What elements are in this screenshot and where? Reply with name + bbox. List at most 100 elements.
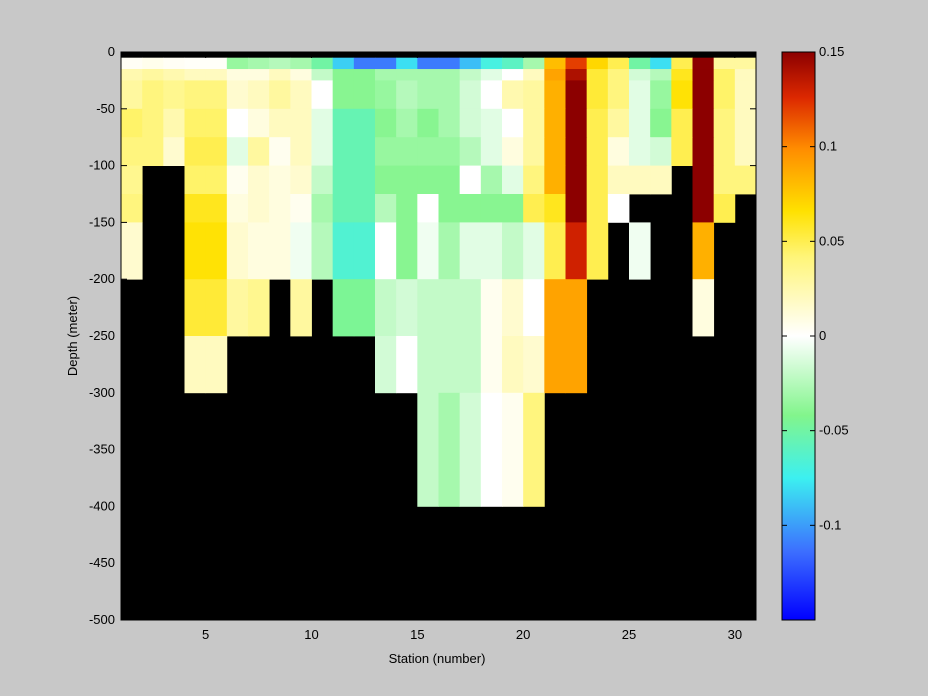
heatmap-cell (226, 108, 249, 138)
heatmap-cell (417, 80, 439, 110)
heatmap-cell (163, 57, 185, 70)
heatmap-cell (375, 194, 397, 223)
heatmap-cell (692, 222, 715, 280)
heatmap-cell (502, 108, 524, 138)
heatmap-cell (396, 165, 418, 195)
heatmap-cell (734, 69, 757, 81)
heatmap-cell (290, 69, 312, 81)
heatmap-cell (205, 336, 228, 394)
heatmap-cell (396, 194, 418, 223)
heatmap-cell (269, 108, 291, 138)
heatmap-cell (290, 222, 312, 280)
heatmap-cell (375, 80, 397, 110)
heatmap-cell (459, 165, 482, 195)
heatmap-cell (565, 57, 588, 70)
colorbar-tick-label: -0.1 (819, 517, 841, 532)
heatmap-cell (417, 279, 439, 337)
y-tick-label: -250 (89, 328, 115, 343)
heatmap-cell (544, 336, 566, 394)
heatmap-cell (734, 108, 757, 138)
heatmap-cell (184, 69, 207, 81)
heatmap-cell (121, 194, 143, 223)
heatmap-cell (311, 165, 334, 195)
heatmap-cell (480, 57, 503, 70)
x-axis-label: Station (number) (389, 651, 486, 666)
heatmap-cell (671, 57, 693, 70)
heatmap-cell (544, 279, 566, 337)
heatmap-cell (734, 57, 757, 70)
heatmap-cell (142, 69, 164, 81)
heatmap-cell (544, 165, 566, 195)
y-tick-label: -400 (89, 498, 115, 513)
heatmap-cell (713, 137, 736, 166)
x-tick-label: 15 (410, 627, 424, 642)
heatmap-cell (713, 57, 736, 70)
heatmap-cell (226, 57, 249, 70)
heatmap-cell (565, 279, 588, 337)
y-tick-label: -350 (89, 442, 115, 457)
heatmap-cell (459, 279, 482, 337)
heatmap-cell (544, 69, 566, 81)
x-tick-label: 30 (728, 627, 742, 642)
heatmap-cell (163, 69, 185, 81)
heatmap-cell (226, 194, 249, 223)
heatmap-cell (184, 57, 207, 70)
heatmap-cell (142, 108, 164, 138)
heatmap-cell (713, 108, 736, 138)
heatmap-cell (565, 137, 588, 166)
heatmap-cell (290, 108, 312, 138)
heatmap-cell (629, 69, 651, 81)
heatmap-cell (226, 80, 249, 110)
heatmap-cell (353, 194, 376, 223)
heatmap-cell (205, 279, 228, 337)
heatmap-cell (544, 137, 566, 166)
heatmap-cell (671, 80, 693, 110)
heatmap-cell (332, 80, 355, 110)
heatmap-cell (480, 392, 503, 507)
heatmap-cell (480, 108, 503, 138)
heatmap-cell (184, 194, 207, 223)
heatmap-cell (502, 165, 524, 195)
heatmap-cell (607, 137, 630, 166)
heatmap-cell (353, 222, 376, 280)
heatmap-cell (311, 80, 334, 110)
heatmap-cell (417, 392, 439, 507)
heatmap-cell (480, 336, 503, 394)
heatmap-cell (692, 80, 715, 110)
heatmap-cell (502, 80, 524, 110)
heatmap-cell (438, 80, 461, 110)
heatmap-cell (290, 57, 312, 70)
heatmap-cell (248, 80, 270, 110)
heatmap-cell (438, 57, 461, 70)
heatmap-cell (311, 108, 334, 138)
x-tick-label: 5 (202, 627, 209, 642)
heatmap-cell (353, 108, 376, 138)
heatmap-cell (184, 336, 207, 394)
heatmap-cell (671, 137, 693, 166)
heatmap-cell (459, 108, 482, 138)
colorbar-tick-label: 0 (819, 328, 826, 343)
heatmap-cell (459, 69, 482, 81)
heatmap-cell (586, 137, 609, 166)
colorbar-ticks: 0.15 0.1 0.05 0 -0.05 -0.1 (782, 44, 849, 532)
y-axis-label: Depth (meter) (65, 296, 80, 376)
heatmap-cell (523, 336, 545, 394)
y-tick-label: -150 (89, 214, 115, 229)
heatmap-cell (692, 194, 715, 223)
heatmap-cell (523, 57, 545, 70)
heatmap-cell (375, 222, 397, 280)
heatmap-cell (586, 165, 609, 195)
heatmap-cell (248, 108, 270, 138)
heatmap-cell (417, 137, 439, 166)
heatmap-cell (459, 57, 482, 70)
heatmap-cell (713, 194, 736, 223)
heatmap-cell (565, 165, 588, 195)
heatmap-cell (607, 80, 630, 110)
heatmap-cell (692, 137, 715, 166)
heatmap-cell (523, 392, 545, 507)
heatmap-cell (184, 222, 207, 280)
heatmap-cell (438, 392, 461, 507)
heatmap-cell (480, 80, 503, 110)
colorbar-tick-label: 0.05 (819, 233, 844, 248)
